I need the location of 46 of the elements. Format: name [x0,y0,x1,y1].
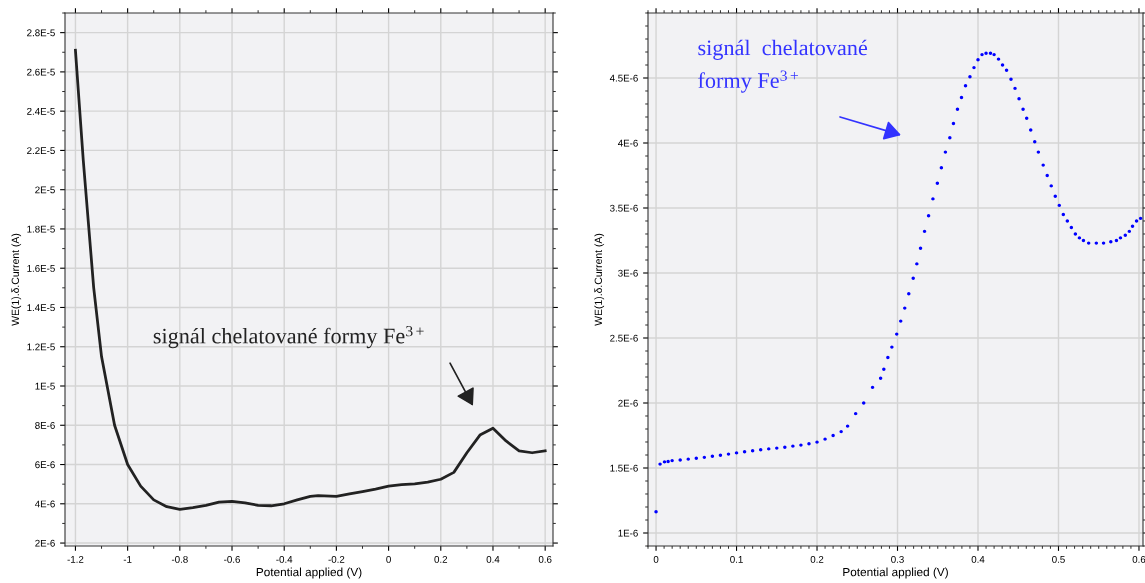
x-tick-label: 0.6 [538,555,552,563]
x-tick-label: -0.4 [276,555,293,563]
y-tick-label: 2.8E-5 [27,29,55,37]
x-tick-label: 0.4 [971,555,985,563]
x-tick-label: 0.6 [1132,555,1145,563]
y-tick-label: 1E-5 [35,382,55,390]
line-series [74,48,547,511]
y-tick-label: 3E-6 [618,269,638,277]
x-tick-label: -1.2 [67,555,84,563]
y-tick-label: 4E-6 [617,139,638,147]
x-tick-label: -0.8 [171,555,188,563]
y-tick-label: 8E-6 [35,422,55,429]
y-tick-label: 1.4E-5 [27,304,55,312]
x-tick-label: 0 [386,555,391,563]
y-tick-label: 1E-6 [618,529,638,537]
x-tick-label: -0.6 [224,555,240,563]
x-tick-label: -1 [123,556,132,563]
x-tick-label: 0.5 [1052,555,1065,563]
annotation: signál chelatované formy Fe$^{3+}$ [698,39,868,93]
y-tick-label: 4E-6 [34,500,55,508]
annotation: signál chelatované formy Fe$^{3+}$ [153,325,424,349]
y-axis-title: WE(1).δ.Current (A) [594,233,605,326]
x-axis-title: Potential applied (V) [843,567,948,579]
y-tick-label: 1.2E-5 [27,343,55,351]
y-tick-label: 1.5E-6 [610,464,638,472]
y-tick-label: 4.5E-6 [609,74,638,82]
y-tick-label: 2.4E-5 [27,107,55,115]
x-tick-label: 0.3 [891,555,904,563]
y-tick-label: 2.6E-5 [27,68,55,76]
y-tick-label: 1.6E-5 [27,264,55,272]
x-tick-label: 0.2 [434,555,448,563]
y-tick-label: 6E-6 [35,461,55,469]
y-tick-label: 2.5E-6 [610,334,638,342]
y-axis-title: WE(1).δ.Current (A) [11,233,22,326]
x-tick-label: 0.1 [730,555,743,563]
y-tick-label: 2E-5 [35,186,55,194]
x-tick-label: 0.4 [486,555,500,563]
x-tick-label: 0 [653,555,659,563]
y-tick-label: 2E-6 [618,399,638,407]
y-tick-label: 2.2E-5 [27,147,55,155]
y-tick-label: 2E-6 [35,539,55,547]
x-tick-label: -0.2 [328,555,345,563]
x-tick-label: 0.2 [810,555,824,563]
y-tick-label: 1.8E-5 [27,225,55,233]
x-axis-title: Potential applied (V) [256,567,362,579]
y-tick-label: 3.5E-6 [610,204,638,212]
